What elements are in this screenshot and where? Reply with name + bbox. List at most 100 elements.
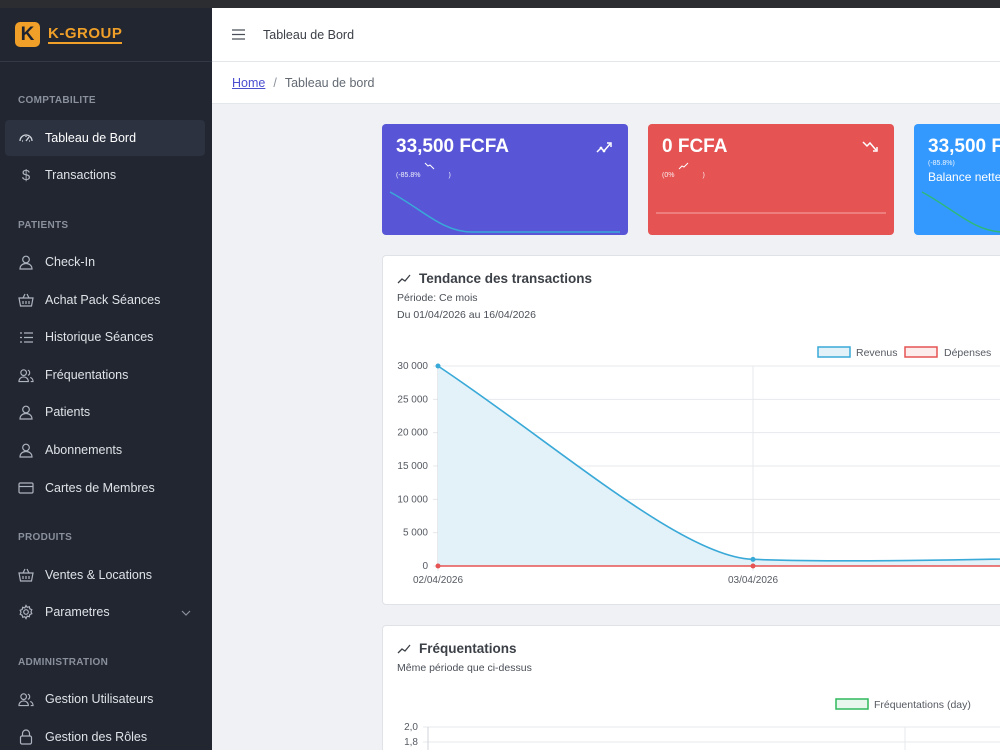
frequentations-chart-card: Fréquentations Même période que ci-dessu… <box>382 625 1000 750</box>
y-tick-label: 10 000 <box>397 494 428 505</box>
people-icon <box>18 367 34 383</box>
sidebar-item-label: Historique Séances <box>45 330 154 344</box>
x-tick-label: 02/04/2026 <box>413 575 463 586</box>
depenses-point <box>435 563 441 569</box>
sidebar-item-patients[interactable]: Patients <box>5 394 205 430</box>
sidebar-item-cartes-de-membres[interactable]: Cartes de Membres <box>5 470 205 506</box>
sidebar-item-achat-pack-seances[interactable]: Achat Pack Séances <box>5 282 205 318</box>
y-tick-label: 20 000 <box>397 428 428 439</box>
sidebar-item-label: Abonnements <box>45 443 123 457</box>
basket-icon <box>18 567 34 583</box>
sidebar-item-gestion-utilisateurs[interactable]: Gestion Utilisateurs <box>5 681 205 717</box>
card-subtitle: Même période que ci-dessus <box>397 662 532 674</box>
user-icon <box>18 404 34 420</box>
y-tick-label: 30 000 <box>397 361 428 372</box>
legend-swatch-frequentations <box>835 698 869 710</box>
user-icon <box>18 442 34 458</box>
mini-trend-icon <box>424 162 435 170</box>
stat-card-depenses: 0 FCFA (0%) <box>648 124 894 235</box>
breadcrumb-separator: / <box>273 75 277 90</box>
window-top-strip <box>0 0 1000 8</box>
chart-line-icon <box>397 274 411 283</box>
people-icon <box>18 691 34 707</box>
stat-card-revenus: 33,500 FCFA (-85.8%) <box>382 124 628 235</box>
sidebar: K K-GROUP COMPTABILITE Tableau de Bord $… <box>0 8 212 750</box>
sidebar-item-label: Fréquentations <box>45 368 129 382</box>
stat-label: Balance nette <box>928 170 1000 184</box>
frequentations-chart: Fréquentations (day)2,01,81,6 <box>404 698 1000 750</box>
list-icon <box>18 329 34 345</box>
section-title-administration: ADMINISTRATION <box>18 657 109 668</box>
brand-name: K-GROUP <box>48 25 123 44</box>
legend-label-revenus: Revenus <box>856 347 897 359</box>
sidebar-item-frequentations[interactable]: Fréquentations <box>5 357 205 393</box>
y-tick-label: 0 <box>422 561 428 572</box>
sidebar-item-label: Patients <box>45 405 91 419</box>
sidebar-item-label: Ventes & Locations <box>45 568 153 582</box>
sidebar-item-label: Parametres <box>45 605 110 619</box>
card-period: Période: Ce mois <box>397 292 478 304</box>
legend-label-frequentations: Fréquentations (day) <box>874 699 971 711</box>
sidebar-item-ventes-locations[interactable]: Ventes & Locations <box>5 557 205 593</box>
hamburger-menu-icon[interactable] <box>232 29 246 40</box>
stat-value: 33,500 F <box>928 136 1000 157</box>
header-title: Tableau de Bord <box>263 27 355 42</box>
section-title-patients: PATIENTS <box>18 220 69 231</box>
header: Tableau de Bord <box>212 8 1000 62</box>
sidebar-item-abonnements[interactable]: Abonnements <box>5 432 205 468</box>
stat-card-balance: 33,500 F (-85.8%) Balance nette <box>914 124 1000 235</box>
trend-down-icon <box>862 140 880 158</box>
chevron-down-icon[interactable] <box>181 605 191 619</box>
speedometer-icon <box>18 130 34 146</box>
breadcrumb-home-link[interactable]: Home <box>232 75 266 90</box>
y-tick-label: 5 000 <box>403 528 428 539</box>
stat-sparkline <box>921 191 1000 233</box>
transactions-chart-card: Tendance des transactions Période: Ce mo… <box>382 255 1000 605</box>
sidebar-item-label: Gestion des Rôles <box>45 730 148 744</box>
sidebar-item-label: Achat Pack Séances <box>45 293 161 307</box>
basket-icon <box>18 292 34 308</box>
sidebar-item-label: Transactions <box>45 168 117 182</box>
breadcrumb-current: Tableau de bord <box>284 75 375 90</box>
section-title-comptabilite: COMPTABILITE <box>18 95 96 106</box>
y-tick-label: 15 000 <box>397 461 428 472</box>
main-content: Tableau de Bord Home / Tableau de bord 3… <box>212 8 1000 750</box>
breadcrumb: Home / Tableau de bord <box>212 62 1000 104</box>
legend-swatch-revenus <box>817 346 851 358</box>
depenses-point <box>750 563 756 569</box>
trend-up-icon <box>596 140 614 158</box>
sidebar-item-parametres[interactable]: Parametres <box>5 594 205 630</box>
lock-icon <box>18 729 34 745</box>
sidebar-item-label: Tableau de Bord <box>45 131 137 145</box>
section-title-produits: PRODUITS <box>18 532 73 543</box>
revenus-point <box>435 363 441 369</box>
y-tick-label: 25 000 <box>397 394 428 405</box>
x-tick-label: 03/04/2026 <box>728 575 778 586</box>
card-title: Tendance des transactions <box>397 271 592 286</box>
sidebar-item-tableau-de-bord[interactable]: Tableau de Bord <box>5 120 205 156</box>
sidebar-item-gestion-des-roles[interactable]: Gestion des Rôles <box>5 719 205 750</box>
chart-line-icon <box>397 644 411 653</box>
brand[interactable]: K K-GROUP <box>0 8 212 62</box>
legend-swatch-depenses <box>904 346 938 358</box>
dollar-icon: $ <box>21 166 31 184</box>
sidebar-item-label: Check-In <box>45 255 96 269</box>
sidebar-item-transactions[interactable]: $ Transactions <box>5 157 205 193</box>
sidebar-item-historique-seances[interactable]: Historique Séances <box>5 319 205 355</box>
stat-subtext: (0%) <box>662 172 705 179</box>
stat-sparkline <box>656 212 886 214</box>
y-tick-label: 1,8 <box>404 737 418 748</box>
sidebar-item-label: Gestion Utilisateurs <box>45 692 154 706</box>
stat-sparkline <box>389 191 620 233</box>
brand-logo: K <box>15 22 40 47</box>
gear-icon <box>18 604 34 620</box>
transactions-chart: 30 000 25 000 20 000 15 000 10 000 5 000 0 02/0… <box>397 346 1000 586</box>
legend-label-depenses: Dépenses <box>944 347 991 359</box>
y-tick-label: 2,0 <box>404 722 418 733</box>
stat-value: 0 FCFA <box>662 136 728 157</box>
card-range: Du 01/04/2026 au 16/04/2026 <box>397 309 536 321</box>
sidebar-item-check-in[interactable]: Check-In <box>5 244 205 280</box>
stat-subtext: (-85.8%) <box>928 160 955 167</box>
mini-trend-icon <box>678 162 689 170</box>
card-icon <box>18 480 34 496</box>
